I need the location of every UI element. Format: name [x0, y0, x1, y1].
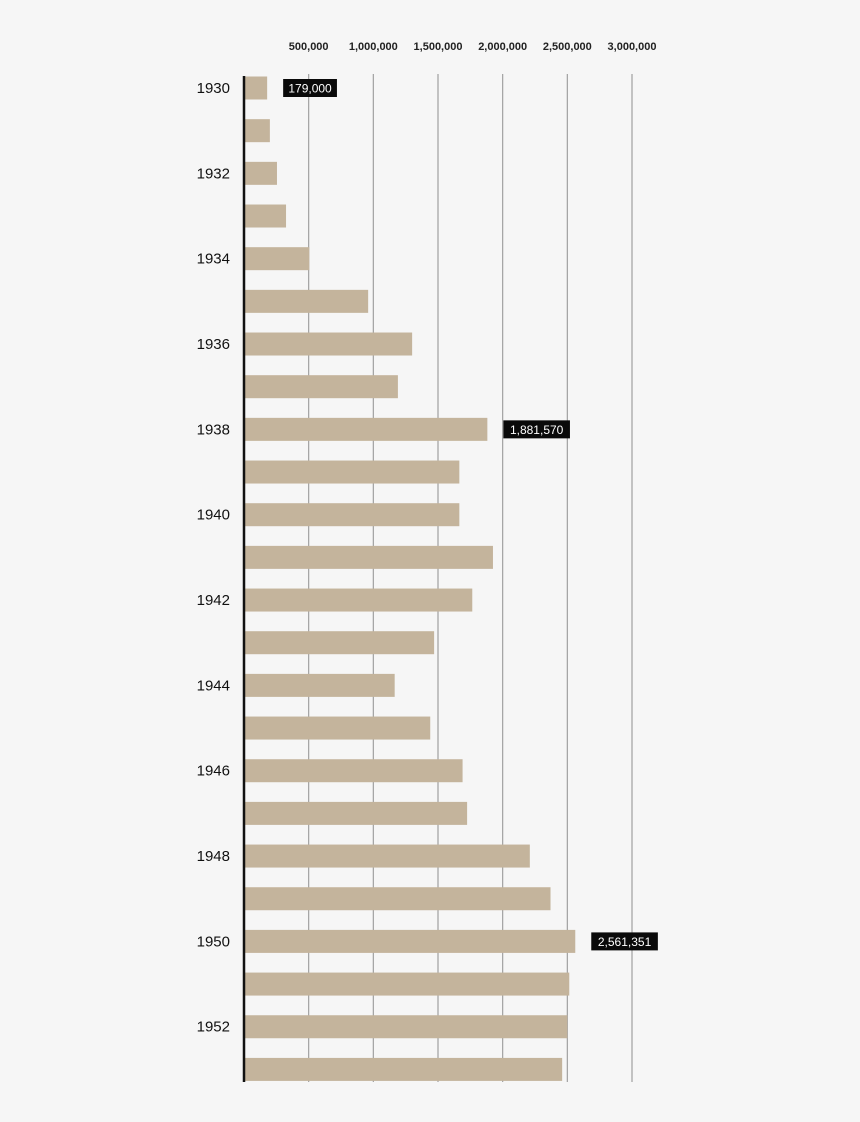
year-label: 1940 [197, 507, 230, 524]
x-tick-label: 2,500,000 [543, 41, 592, 53]
value-callout [591, 932, 658, 951]
bar-1932 [244, 161, 277, 185]
bar-1951 [244, 972, 570, 996]
bar-1942 [244, 588, 473, 612]
bar-1937 [244, 375, 398, 399]
year-label: 1944 [197, 677, 230, 694]
x-tick-label: 2,000,000 [478, 41, 527, 53]
year-label: 1934 [197, 251, 230, 268]
x-tick-label: 1,000,000 [349, 41, 398, 53]
bar-1936 [244, 332, 413, 356]
bar-1945 [244, 716, 431, 740]
year-label: 1930 [197, 80, 230, 97]
bar-1948 [244, 844, 530, 868]
bar-1931 [244, 119, 270, 143]
year-label: 1938 [197, 421, 230, 438]
bar-1938 [244, 417, 488, 441]
bar-1935 [244, 289, 369, 313]
value-callout-label: 1,881,570 [510, 423, 564, 437]
bar-1947 [244, 801, 468, 825]
value-callout [283, 79, 337, 97]
year-label: 1932 [197, 165, 230, 182]
bar-1943 [244, 631, 435, 655]
bar-1941 [244, 545, 493, 569]
value-callout-label: 179,000 [288, 82, 332, 96]
year-label: 1948 [197, 848, 230, 865]
year-label: 1950 [197, 933, 230, 950]
year-label: 1936 [197, 336, 230, 353]
bar-1950 [244, 929, 576, 953]
bar-1933 [244, 204, 287, 228]
bar-1946 [244, 759, 463, 783]
value-callout [503, 420, 570, 439]
bar-1939 [244, 460, 460, 484]
bar-1934 [244, 247, 310, 271]
year-label: 1942 [197, 592, 230, 609]
bar-1949 [244, 887, 551, 911]
value-callout-label: 2,561,351 [598, 935, 652, 949]
year-label: 1946 [197, 763, 230, 780]
bar-1953 [244, 1057, 563, 1081]
bar-1944 [244, 673, 395, 697]
bar-1930 [244, 76, 268, 100]
x-tick-label: 500,000 [289, 41, 329, 53]
x-tick-label: 3,000,000 [608, 41, 657, 53]
year-label: 1952 [197, 1019, 230, 1036]
bar-1952 [244, 1015, 568, 1039]
x-tick-label: 1,500,000 [414, 41, 463, 53]
bar-1940 [244, 503, 460, 527]
